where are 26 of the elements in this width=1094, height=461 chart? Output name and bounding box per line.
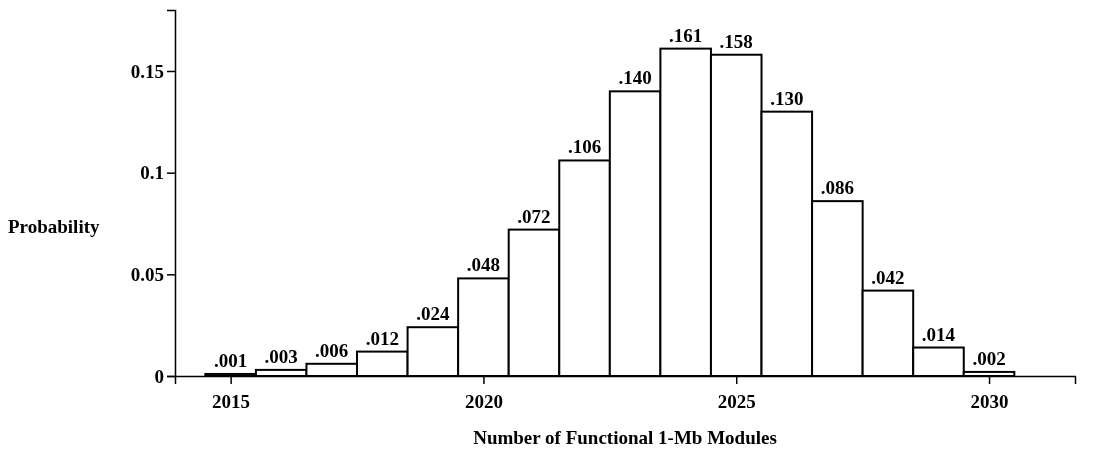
data-label: .161 (669, 24, 703, 46)
data-label: .003 (264, 345, 298, 367)
x-axis-title: Number of Functional 1-Mb Modules (473, 427, 777, 448)
data-label: .012 (365, 327, 399, 349)
data-label: .002 (972, 347, 1006, 369)
x-tick-label: 2025 (717, 390, 756, 412)
data-label: .014 (921, 323, 956, 345)
x-tick-label: 2020 (464, 390, 503, 412)
data-label: .001 (213, 349, 248, 371)
y-tick-label: 0 (154, 365, 164, 387)
y-tick-label: 0.1 (140, 162, 164, 184)
y-axis-title: Probability (8, 216, 100, 237)
data-label: .086 (820, 177, 854, 199)
data-label: .006 (315, 339, 349, 361)
y-tick-label: 0.15 (130, 60, 164, 82)
data-label: .158 (719, 30, 753, 52)
data-label: .106 (567, 136, 602, 158)
data-label: .130 (770, 87, 804, 109)
x-tick-label: 2030 (970, 390, 1009, 412)
data-label: .072 (517, 205, 551, 227)
data-label: .042 (871, 266, 905, 288)
y-tick-label: 0.05 (130, 263, 164, 285)
data-label: .024 (416, 303, 450, 325)
data-label: .140 (618, 67, 652, 89)
data-label: .048 (466, 254, 501, 276)
x-tick-label: 2015 (212, 390, 251, 412)
